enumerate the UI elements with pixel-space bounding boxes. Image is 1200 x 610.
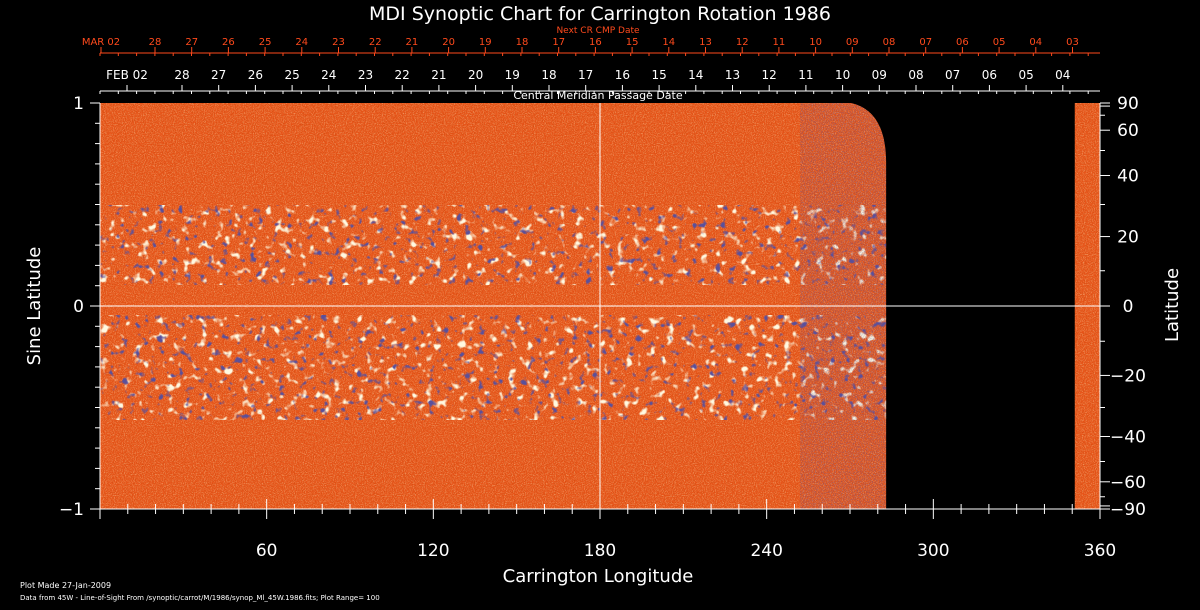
cmp-date-label: 24 [321,68,336,82]
cmp-date-label: 25 [284,68,299,82]
next-cmp-date-label: 12 [736,37,749,48]
next-cmp-date-label: 14 [662,37,675,48]
y-right-tick-label: 20 [1117,228,1139,248]
next-cmp-date-label: 25 [259,37,272,48]
cmp-date-label: 06 [982,68,997,82]
next-cmp-date-label: 07 [919,37,932,48]
cmp-date-label: 28 [174,68,189,82]
plot-made-note: Plot Made 27-Jan-2009 [20,581,111,590]
cmp-date-label: 16 [615,68,630,82]
next-cmp-date-label: 22 [369,37,382,48]
cmp-date-label: 17 [578,68,593,82]
next-cmp-date-label: 05 [993,37,1006,48]
x-tick-label: 300 [917,541,949,561]
cmp-date-label: 26 [248,68,263,82]
cmp-date-label: 20 [468,68,483,82]
x-tick-label: 240 [750,541,782,561]
next-cmp-date-label: 28 [149,37,162,48]
next-cmp-date-label: 09 [846,37,859,48]
next-cmp-date-label: 15 [626,37,639,48]
cmp-date-label: 08 [908,68,923,82]
next-cmp-date-label: 19 [479,37,492,48]
y-left-tick-label: −1 [59,500,84,520]
data-source-note: Data from 45W - Line-of-Sight From /syno… [20,594,380,602]
next-cmp-date-label: 17 [552,37,565,48]
cmp-date-label: 11 [798,68,813,82]
y-right-tick-label: 60 [1117,121,1139,141]
axes: 60 120 180 240 300 36010−1906040200−20−40−60−… [59,37,1146,561]
cmp-date-label: FEB 02 [106,68,148,82]
y-right-tick-label: 90 [1117,94,1139,114]
next-cmp-date-label: 08 [883,37,896,48]
next-cmp-date-label: 23 [332,37,345,48]
next-cmp-date-label: 04 [1029,37,1042,48]
x-tick-label: 60 [256,541,278,561]
next-cmp-date-label: 21 [406,37,419,48]
next-cmp-date-label: 16 [589,37,602,48]
y-right-tick-label: −60 [1110,473,1146,493]
next-cmp-axis-label: Next CR CMP Date [556,26,640,36]
next-cmp-date-label: MAR 02 [82,37,120,48]
y-right-tick-label: 40 [1117,167,1139,187]
cmp-date-label: 09 [872,68,887,82]
next-cmp-date-label: 18 [516,37,529,48]
cmp-date-label: 13 [725,68,740,82]
x-tick-label: 180 [584,541,616,561]
next-cmp-date-label: 27 [185,37,198,48]
chart-title: MDI Synoptic Chart for Carrington Rotati… [369,3,831,25]
y-right-tick-label: −20 [1110,366,1146,386]
cmp-date-label: 14 [688,68,703,82]
x-tick-label: 360 [1084,541,1116,561]
cmp-date-label: 07 [945,68,960,82]
x-tick-label: 120 [417,541,449,561]
cmp-date-label: 27 [211,68,226,82]
next-cmp-date-label: 24 [295,37,308,48]
next-cmp-date-label: 11 [773,37,786,48]
cmp-date-label: 04 [1055,68,1070,82]
y-right-tick-label: −40 [1110,427,1146,447]
cmp-date-label: 18 [541,68,556,82]
y-axis-right-label: Latitude [1162,268,1183,342]
cmp-date-label: 21 [431,68,446,82]
next-cmp-date-label: 10 [809,37,822,48]
next-cmp-date-label: 20 [442,37,455,48]
next-cmp-date-label: 13 [699,37,712,48]
y-right-tick-label: −90 [1110,500,1146,520]
cmp-date-label: 19 [505,68,520,82]
next-cmp-date-label: 06 [956,37,969,48]
cmp-axis-label: Central Meridian Passage Date [513,89,682,102]
cmp-date-label: 23 [358,68,373,82]
x-axis-label: Carrington Longitude [503,566,694,587]
cmp-date-label: 05 [1018,68,1033,82]
cmp-date-label: 15 [651,68,666,82]
next-cmp-date-label: 26 [222,37,235,48]
y-right-tick-label: 0 [1123,297,1134,317]
y-left-tick-label: 1 [73,94,84,114]
y-left-tick-label: 0 [73,297,84,317]
cmp-date-label: 12 [762,68,777,82]
y-axis-left-label: Sine Latitude [24,247,45,366]
cmp-date-label: 10 [835,68,850,82]
cmp-date-label: 22 [395,68,410,82]
next-cmp-date-label: 03 [1066,37,1079,48]
